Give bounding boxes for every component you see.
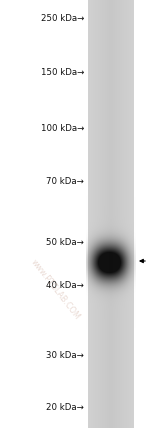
Text: 250 kDa→: 250 kDa→ (41, 14, 84, 23)
Text: 40 kDa→: 40 kDa→ (46, 280, 84, 289)
Text: 70 kDa→: 70 kDa→ (46, 176, 84, 185)
Text: 100 kDa→: 100 kDa→ (41, 124, 84, 133)
Text: www.PTGLAB.COM: www.PTGLAB.COM (29, 258, 81, 322)
Text: 30 kDa→: 30 kDa→ (46, 351, 84, 360)
Text: 150 kDa→: 150 kDa→ (41, 68, 84, 77)
Text: 50 kDa→: 50 kDa→ (46, 238, 84, 247)
Text: 20 kDa→: 20 kDa→ (46, 404, 84, 413)
